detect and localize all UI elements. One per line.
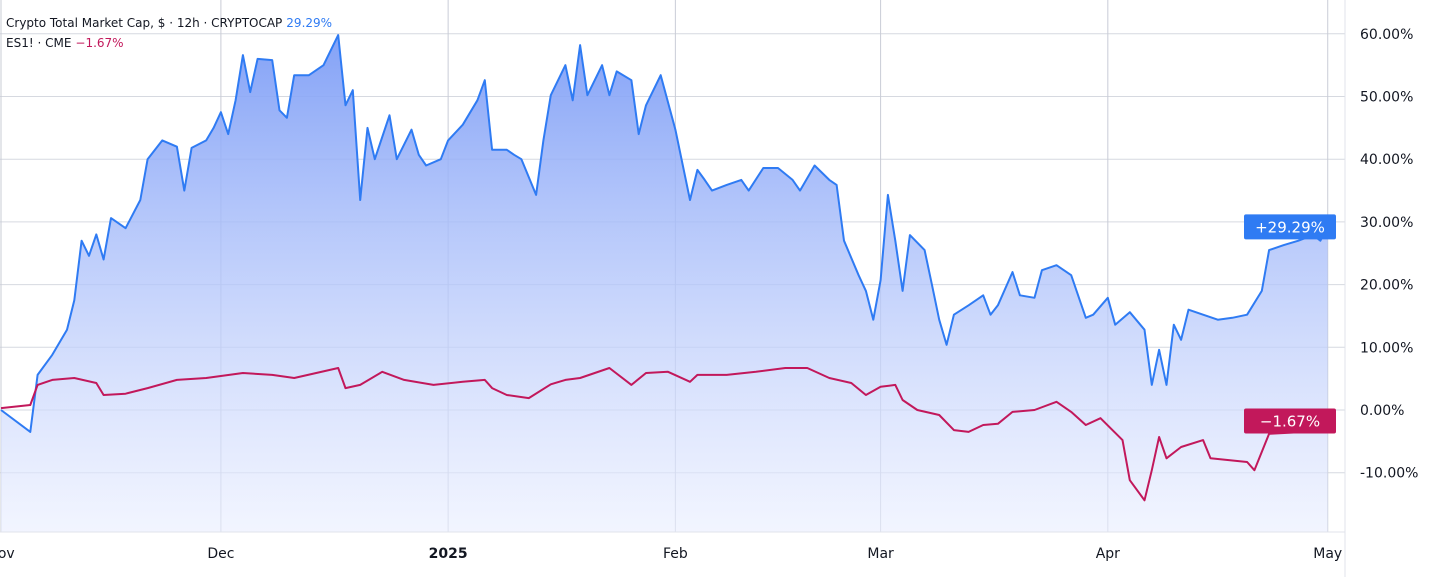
legend: Crypto Total Market Cap, $ · 12h · CRYPT…	[6, 13, 332, 53]
x-tick-label: Nov	[0, 546, 15, 562]
x-tick-label: 2025	[429, 546, 468, 562]
last-value-labels: +29.29% −1.67%	[1244, 214, 1336, 434]
legend-series-es[interactable]: ES1! · CME −1.67%	[6, 33, 332, 53]
legend-value-crypto: 29.29%	[286, 16, 333, 30]
legend-title-es: ES1! · CME	[6, 36, 72, 50]
es-last-value-label: −1.67%	[1260, 412, 1320, 430]
y-tick-label: 20.00%	[1360, 278, 1413, 294]
y-tick-label: -10.00%	[1360, 466, 1418, 482]
legend-series-crypto[interactable]: Crypto Total Market Cap, $ · 12h · CRYPT…	[6, 13, 332, 33]
y-tick-label: 0.00%	[1360, 403, 1404, 419]
y-tick-label: 50.00%	[1360, 90, 1413, 106]
crypto-series-line	[0, 34, 1329, 433]
es-last-value-label-bg	[1244, 408, 1336, 434]
y-tick-label: 10.00%	[1360, 340, 1413, 356]
x-tick-label: Mar	[867, 546, 894, 562]
y-tick-label: 40.00%	[1360, 152, 1413, 168]
y-tick-label: 60.00%	[1360, 27, 1413, 43]
x-tick-label: Apr	[1096, 546, 1120, 562]
x-tick-label: May	[1313, 546, 1342, 562]
y-tick-label: 30.00%	[1360, 215, 1413, 231]
crypto-last-value-label: +29.29%	[1255, 218, 1325, 236]
crypto-area-fill	[1, 35, 1328, 532]
crypto-last-value-label-bg	[1244, 214, 1336, 240]
es-series-line	[0, 367, 1329, 502]
legend-title-crypto: Crypto Total Market Cap, $ · 12h · CRYPT…	[6, 16, 283, 30]
legend-value-es: −1.67%	[75, 36, 124, 50]
x-axis[interactable]: Nov Dec 2025 Feb Mar Apr May	[0, 546, 1342, 562]
series-layer	[0, 34, 1332, 532]
x-tick-label: Feb	[663, 546, 688, 562]
y-axis[interactable]: 60.00% 50.00% 40.00% 30.00% 20.00% 10.00% 0.00…	[1360, 27, 1418, 482]
x-tick-label: Dec	[207, 546, 234, 562]
